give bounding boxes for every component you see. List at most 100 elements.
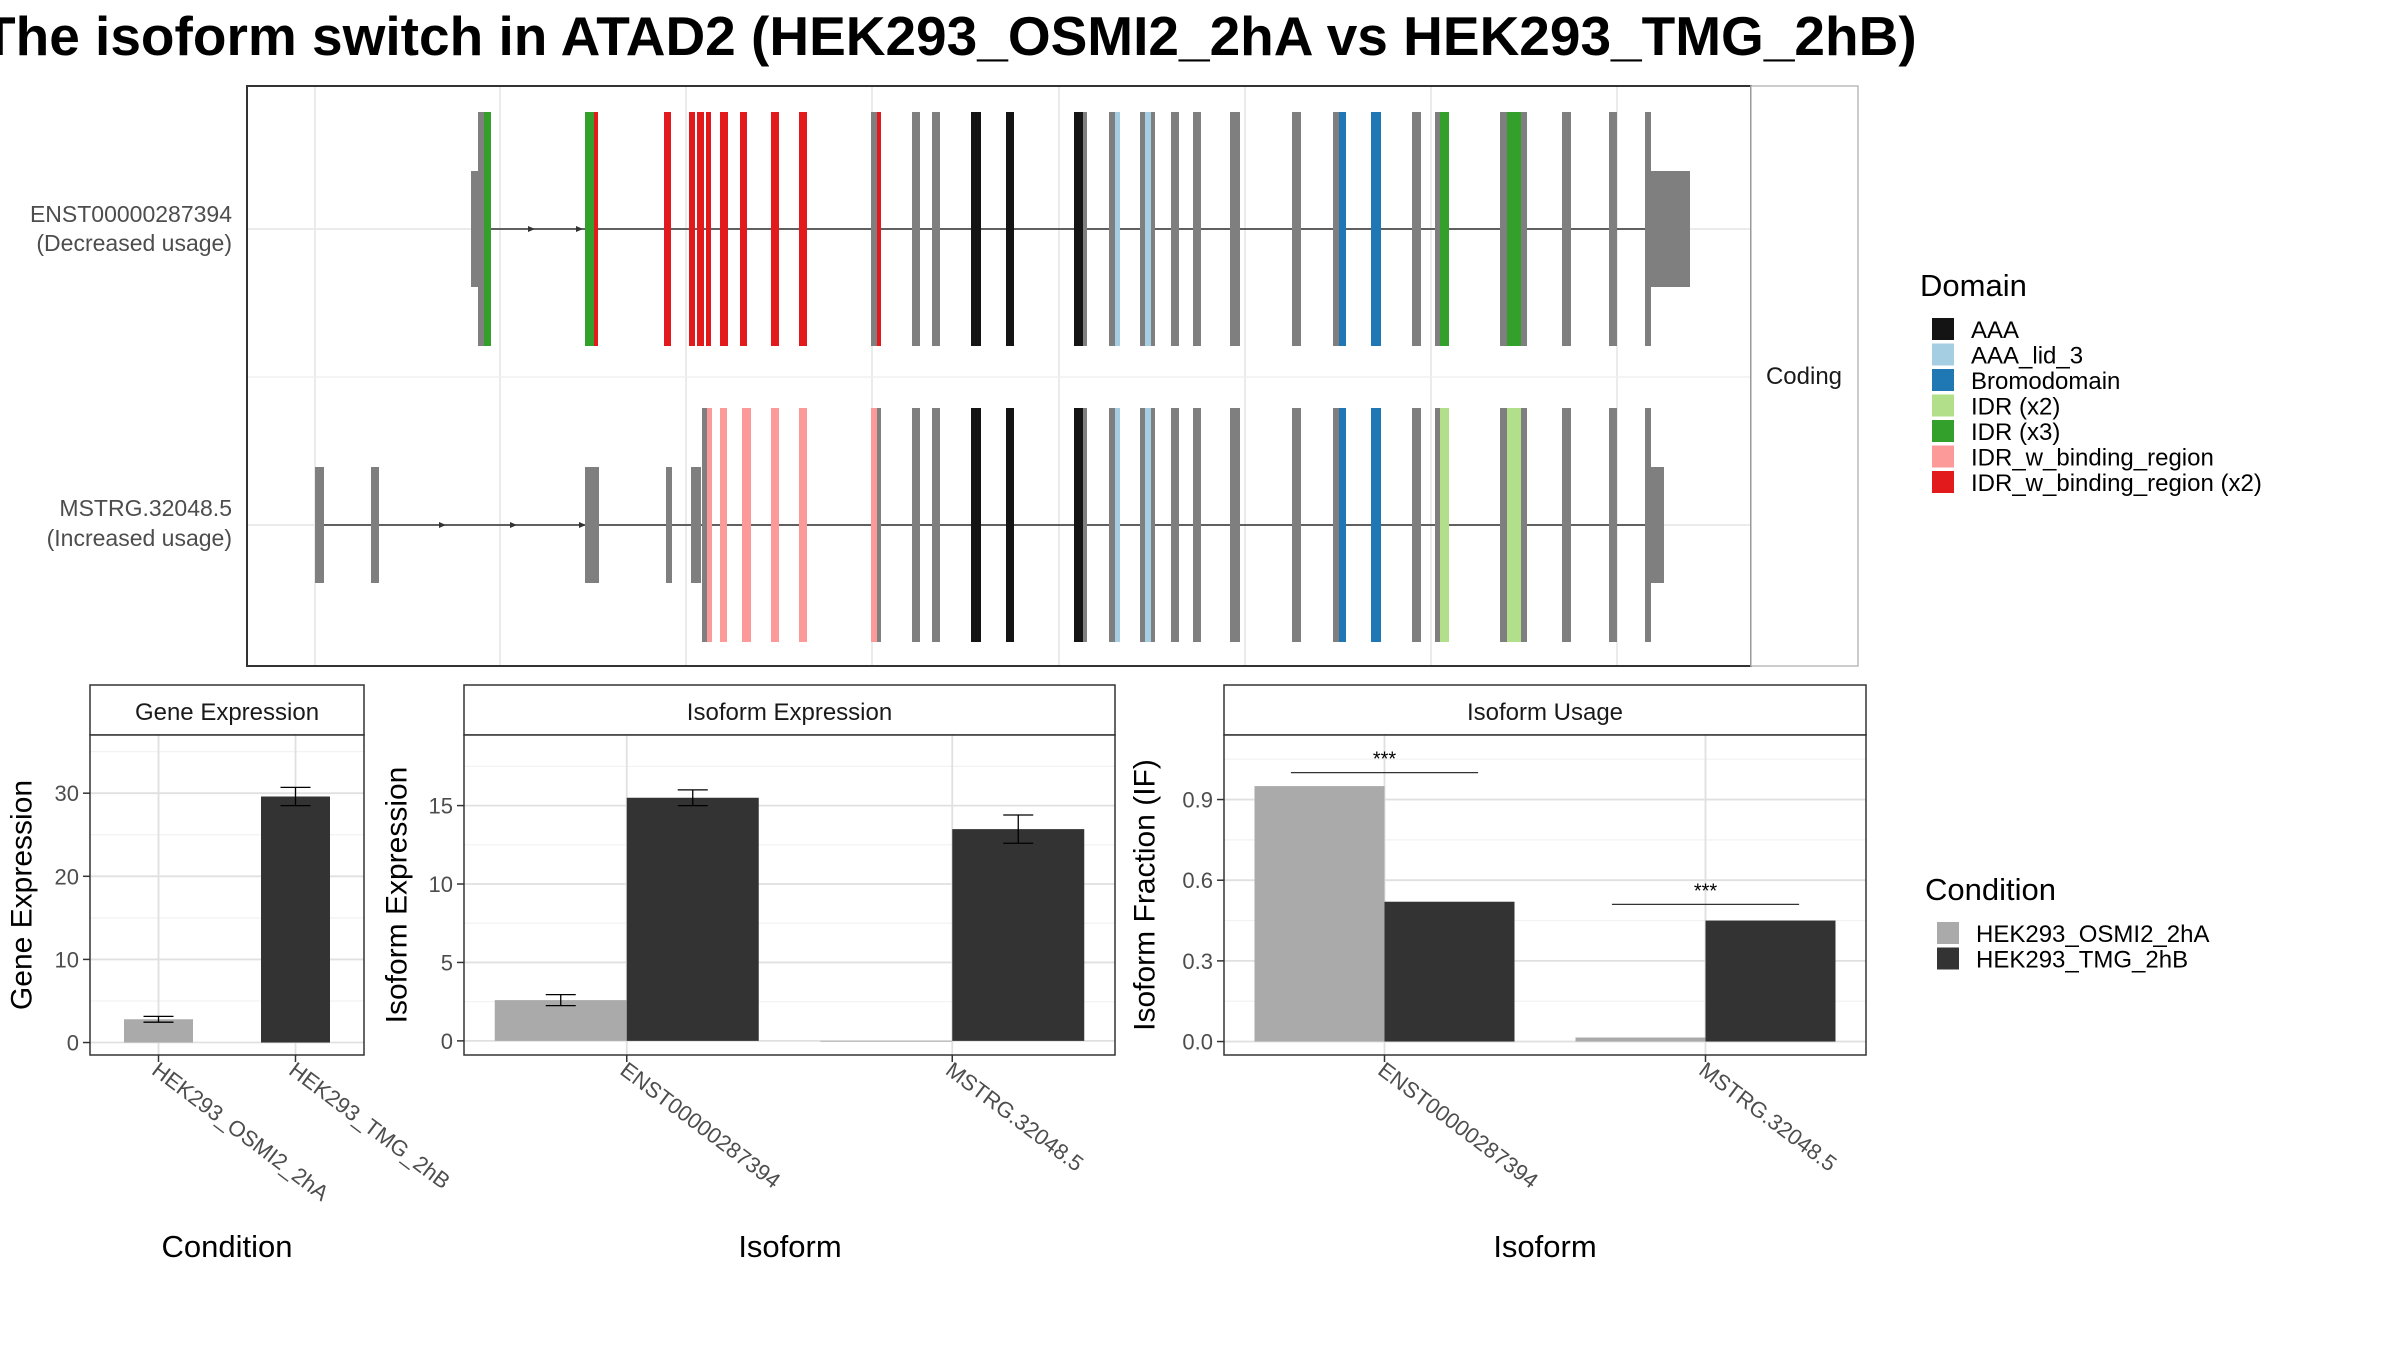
coding-exon — [1193, 112, 1201, 346]
chart-frame — [89, 734, 365, 1056]
coding-exon — [1115, 112, 1120, 346]
legend-swatch — [1932, 471, 1954, 493]
y-axis-title: Isoform Fraction (IF) — [1129, 759, 1162, 1031]
legend-swatch — [1932, 369, 1954, 391]
domain-legend-label: IDR (x3) — [1971, 419, 2060, 446]
coding-exon — [1333, 408, 1339, 642]
coding-exon — [1333, 112, 1339, 346]
domain-legend-title: Domain — [1920, 268, 2027, 303]
condition-legend-label: HEK293_OSMI2_2hA — [1976, 921, 2209, 948]
y-tick-label: 5 — [441, 950, 453, 975]
bar — [1384, 901, 1515, 1042]
isoform-expression-chart: Isoform Expression 0 5 10 15 ENST00000287394 M… — [381, 684, 1116, 1264]
x-tick-label: ENST00000287394 — [1373, 1057, 1542, 1193]
coding-exon — [1521, 112, 1527, 346]
x-tick-label: MSTRG.32048.5 — [1694, 1057, 1841, 1176]
coding-exon — [1371, 112, 1381, 346]
coding-exon — [484, 112, 491, 346]
figure-title: The isoform switch in ATAD2 (HEK293_OSMI… — [0, 5, 1917, 67]
coding-exon — [871, 408, 877, 642]
coding-exon — [912, 408, 920, 642]
domain-legend-label: IDR_w_binding_region (x2) — [1971, 470, 2262, 497]
legend-swatch — [1937, 922, 1959, 944]
coding-exon — [1521, 408, 1527, 642]
bar — [1575, 1037, 1706, 1042]
coding-exon — [971, 408, 981, 642]
coding-exon — [478, 112, 485, 346]
coding-exon — [1412, 408, 1421, 642]
transcript-structure-panel: Coding ENST00000287394 (Decreased usage)… — [30, 85, 1859, 667]
facet-label-coding: Coding — [1766, 363, 1842, 390]
coding-exon — [1562, 408, 1571, 642]
coding-exon — [1440, 112, 1449, 346]
coding-exon — [697, 112, 704, 346]
coding-exon — [1171, 408, 1179, 642]
transcript-tracks — [315, 112, 1690, 642]
coding-exon — [771, 112, 779, 346]
chart-title: Gene Expression — [135, 699, 319, 726]
coding-exon — [912, 112, 920, 346]
y-tick-label: 0 — [441, 1029, 453, 1054]
isoform-label-2-id: MSTRG.32048.5 — [59, 495, 232, 521]
utr-exon — [585, 467, 599, 583]
utr-exon — [1650, 171, 1690, 287]
bar — [626, 797, 759, 1041]
domain-legend-label: IDR (x2) — [1971, 394, 2060, 421]
y-axis-title: Gene Expression — [6, 780, 39, 1010]
coding-exon — [1083, 408, 1087, 642]
utr-exon — [1650, 467, 1664, 583]
condition-legend-title: Condition — [1925, 872, 2056, 907]
y-axis-title: Isoform Expression — [381, 767, 414, 1024]
bar — [952, 829, 1085, 1041]
coding-exon — [1435, 408, 1440, 642]
coding-exon — [742, 408, 751, 642]
coding-exon — [706, 112, 711, 346]
coding-exon — [1109, 408, 1115, 642]
x-axis-title: Condition — [162, 1229, 293, 1264]
legend-swatch — [1932, 445, 1954, 468]
coding-exon — [585, 112, 594, 346]
isoform-usage-chart: Isoform Usage *** *** 0.0 0.3 0.6 0.9 ENST00000… — [1129, 684, 1867, 1264]
legend-swatch — [1932, 420, 1954, 442]
coding-exon — [932, 408, 940, 642]
isoform-label-2-usage: (Increased usage) — [47, 525, 232, 551]
utr-exon — [691, 467, 701, 583]
strand-arrow — [510, 522, 517, 528]
y-tick-label: 0.6 — [1182, 868, 1213, 893]
utr-exon — [315, 467, 324, 583]
coding-exon — [799, 112, 807, 346]
coding-exon — [877, 112, 881, 346]
coding-exon — [871, 112, 877, 346]
coding-exon — [932, 112, 940, 346]
coding-exon — [771, 408, 779, 642]
coding-exon — [1145, 112, 1151, 346]
strand-arrow — [576, 226, 583, 232]
y-tick-label: 0.3 — [1182, 949, 1213, 974]
chart-frame — [463, 734, 1116, 1056]
coding-exon — [1371, 408, 1381, 642]
coding-exon — [1500, 112, 1507, 346]
strand-arrow — [579, 522, 586, 528]
bar — [820, 1040, 953, 1042]
coding-exon — [1109, 112, 1115, 346]
coding-exon — [1151, 408, 1155, 642]
y-tick-label: 20 — [55, 864, 79, 889]
coding-exon — [1074, 112, 1083, 346]
coding-exon — [1609, 408, 1617, 642]
coding-exon — [594, 112, 598, 346]
y-tick-label: 30 — [55, 781, 79, 806]
y-tick-label: 10 — [55, 947, 79, 972]
coding-exon — [1645, 112, 1651, 346]
facet-strip — [1750, 85, 1859, 667]
transcript-track-1 — [471, 112, 1690, 346]
coding-exon — [1230, 112, 1240, 346]
coding-exon — [720, 408, 727, 642]
significance-label: *** — [1373, 749, 1397, 771]
utr-exon — [471, 171, 480, 287]
x-axis-title: Isoform — [1493, 1229, 1596, 1264]
chart-title: Isoform Expression — [687, 699, 892, 726]
coding-exon — [1230, 408, 1240, 642]
coding-exon — [877, 408, 881, 642]
